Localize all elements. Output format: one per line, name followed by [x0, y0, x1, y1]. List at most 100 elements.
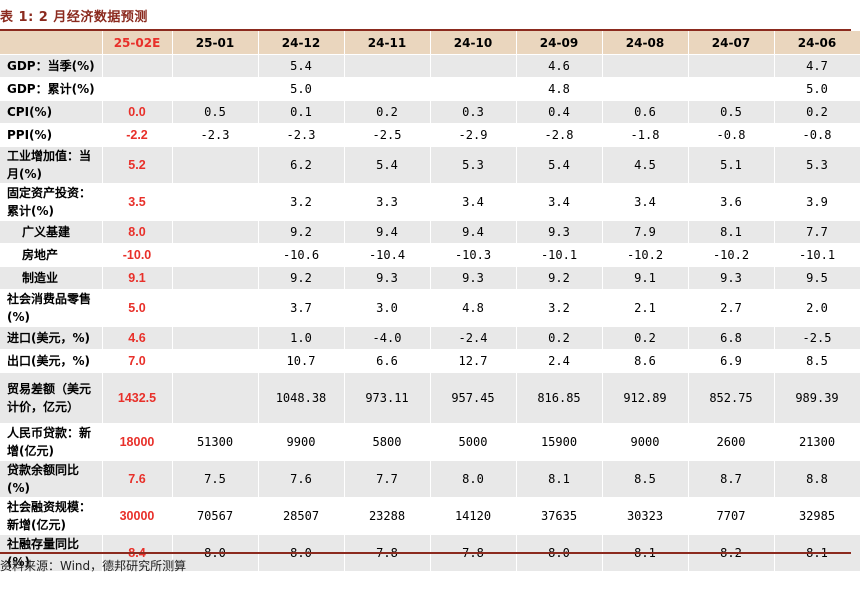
table-cell: -2.5 [774, 326, 861, 350]
column-header: 24-06 [774, 31, 861, 55]
forecast-cell [102, 77, 173, 101]
table-row: 房地产 -10.0 -10.6 -10.4 -10.3 -10.1 -10.2 -10.2 -1… [0, 243, 861, 267]
table-cell: 7.5 [172, 460, 259, 498]
table-cell [602, 54, 689, 78]
table-cell: -10.2 [688, 243, 775, 267]
forecast-cell: -2.2 [102, 123, 173, 147]
table-row: 贷款余额同比(%) 7.6 7.5 7.6 7.7 8.0 8.1 8.5 8.7 8.8 [0, 460, 861, 498]
table-cell [172, 266, 259, 290]
table-cell: 5.4 [516, 146, 603, 184]
table-row: 制造业 9.1 9.2 9.3 9.3 9.2 9.1 9.3 9.5 [0, 266, 861, 290]
table-cell: 9000 [602, 423, 689, 461]
table-cell: -10.3 [430, 243, 517, 267]
table-cell: 3.4 [602, 183, 689, 221]
table-cell: 4.6 [516, 54, 603, 78]
row-label: 房地产 [0, 243, 103, 267]
table-cell: 9.4 [344, 220, 431, 244]
table-cell: 852.75 [688, 372, 775, 424]
table-cell: 28507 [258, 497, 345, 535]
table-cell: 9.3 [344, 266, 431, 290]
table-caption: 表 1: 2 月经济数据预测 [0, 10, 148, 25]
bottom-rule [0, 552, 851, 554]
table-cell: 4.7 [774, 54, 861, 78]
table-cell: -10.6 [258, 243, 345, 267]
table-cell: 912.89 [602, 372, 689, 424]
forecast-cell: 0.0 [102, 100, 173, 124]
table-cell: 1048.38 [258, 372, 345, 424]
forecast-cell: 1432.5 [102, 372, 173, 424]
table-cell: 7.7 [344, 460, 431, 498]
forecast-cell: 5.0 [102, 289, 173, 327]
table-cell: 30323 [602, 497, 689, 535]
table-cell: 2.1 [602, 289, 689, 327]
table-cell: 6.6 [344, 349, 431, 373]
table-cell [172, 220, 259, 244]
table-cell: -10.1 [774, 243, 861, 267]
table-cell: 3.3 [344, 183, 431, 221]
table-cell: 8.5 [602, 460, 689, 498]
table-cell: 51300 [172, 423, 259, 461]
table-cell [172, 372, 259, 424]
table-cell: 816.85 [516, 372, 603, 424]
forecast-table: 25-02E 25-01 24-12 24-11 24-10 24-09 24-08 24-0… [0, 31, 861, 571]
row-label: PPI(%) [0, 123, 103, 147]
table-cell: 5.0 [258, 77, 345, 101]
table-cell: 12.7 [430, 349, 517, 373]
table-cell [172, 349, 259, 373]
table-cell: 0.3 [430, 100, 517, 124]
column-header: 24-11 [344, 31, 431, 55]
table-cell: 10.7 [258, 349, 345, 373]
table-cell: 7.7 [774, 220, 861, 244]
table-cell [430, 77, 517, 101]
table-cell [172, 289, 259, 327]
table-cell [602, 77, 689, 101]
forecast-cell: 3.5 [102, 183, 173, 221]
table-cell: -2.3 [258, 123, 345, 147]
table-cell [430, 54, 517, 78]
column-header: 25-01 [172, 31, 259, 55]
source-note: 资料来源：Wind，德邦研究所测算 [0, 559, 187, 573]
table-cell: 1.0 [258, 326, 345, 350]
table-cell: 21300 [774, 423, 861, 461]
table-cell: 8.5 [774, 349, 861, 373]
table-cell: 14120 [430, 497, 517, 535]
table-cell [172, 326, 259, 350]
row-label: 人民币贷款：新增(亿元) [0, 423, 103, 461]
table-cell: 8.1 [516, 460, 603, 498]
column-header: 24-07 [688, 31, 775, 55]
forecast-cell: 30000 [102, 497, 173, 535]
table-cell: 0.2 [602, 326, 689, 350]
table-cell: 9.3 [430, 266, 517, 290]
table-cell [172, 146, 259, 184]
table-cell [172, 243, 259, 267]
table-row: 社会消费品零售(%) 5.0 3.7 3.0 4.8 3.2 2.1 2.7 2.0 [0, 289, 861, 327]
table-cell: 9.3 [516, 220, 603, 244]
table-cell: 5000 [430, 423, 517, 461]
row-label: 进口(美元，%) [0, 326, 103, 350]
forecast-cell: 5.2 [102, 146, 173, 184]
table-cell: 989.39 [774, 372, 861, 424]
forecast-cell: 7.6 [102, 460, 173, 498]
table-cell: 0.2 [774, 100, 861, 124]
table-cell: -0.8 [774, 123, 861, 147]
table-cell: 8.6 [602, 349, 689, 373]
table-cell: 5.3 [774, 146, 861, 184]
table-cell: 3.2 [516, 289, 603, 327]
row-label: 社会消费品零售(%) [0, 289, 103, 327]
header-row: 25-02E 25-01 24-12 24-11 24-10 24-09 24-08 24-0… [0, 31, 861, 55]
row-label: GDP：累计(%) [0, 77, 103, 101]
table-cell: 5.0 [774, 77, 861, 101]
table-cell: 8.8 [774, 460, 861, 498]
table-cell [344, 77, 431, 101]
table-cell: 37635 [516, 497, 603, 535]
table-cell [172, 183, 259, 221]
table-cell: -1.8 [602, 123, 689, 147]
row-label: GDP：当季(%) [0, 54, 103, 78]
table-cell: 8.7 [688, 460, 775, 498]
table-cell [344, 54, 431, 78]
table-row: 工业增加值：当月(%) 5.2 6.2 5.4 5.3 5.4 4.5 5.1 5.3 [0, 146, 861, 184]
table-cell: 0.1 [258, 100, 345, 124]
table-cell: -2.5 [344, 123, 431, 147]
table-cell: 5800 [344, 423, 431, 461]
table-cell: 3.4 [516, 183, 603, 221]
